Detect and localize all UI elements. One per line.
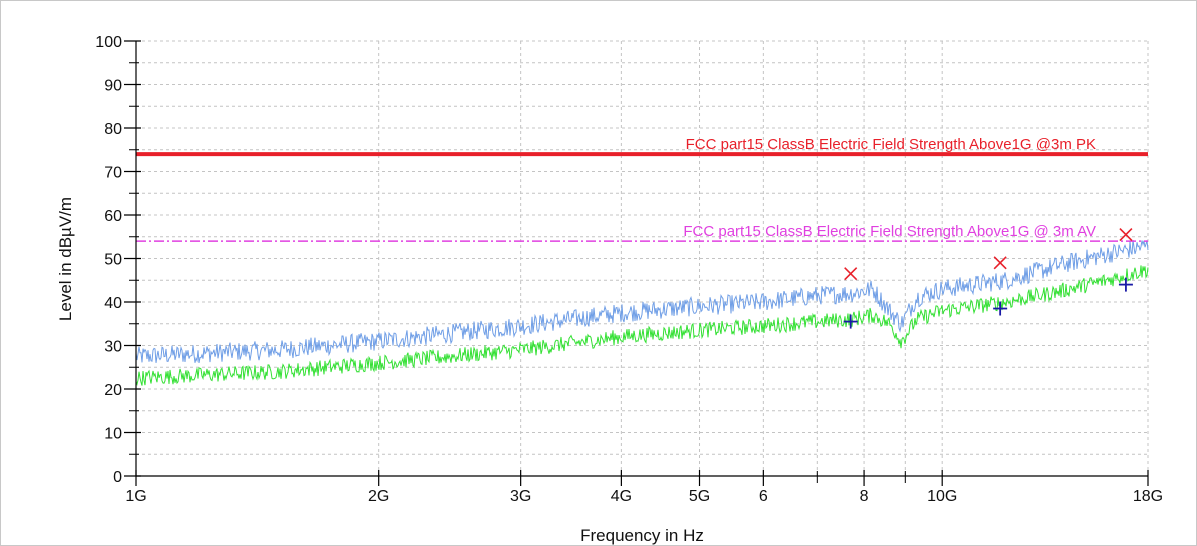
y-tick-label: 40 [104, 295, 122, 312]
y-tick-label: 70 [104, 165, 122, 182]
y-tick-label: 50 [104, 252, 122, 269]
limit-label-2: FCC part15 ClassB Electric Field Strengt… [683, 223, 1096, 240]
peak-marker-2 [993, 256, 1007, 270]
x-tick-label: 3G [510, 488, 531, 505]
grid [136, 40, 1149, 476]
y-tick-label: 90 [104, 78, 122, 95]
x-tick-label: 10G [927, 488, 957, 505]
peak-marker-1 [844, 267, 858, 281]
y-tick-label: 30 [104, 339, 122, 356]
series-1-trace [135, 240, 1149, 363]
y-tick-label: 20 [104, 382, 122, 399]
y-tick-label: 0 [113, 469, 122, 486]
axes: 0 10 20 30 40 50 60 70 80 90 100 1G 2G 3G 4G 5G 6 8 10G 18G [95, 34, 1163, 505]
series-layer [135, 240, 1149, 386]
avg-marker-5 [993, 301, 1008, 316]
x-tick-label: 6 [759, 488, 768, 505]
x-tick-label: 8 [860, 488, 869, 505]
y-tick-label: 10 [104, 426, 122, 443]
measurement-markers [843, 228, 1133, 329]
x-tick-label: 5G [689, 488, 710, 505]
avg-marker-4 [843, 314, 858, 329]
x-tick-label: 4G [611, 488, 632, 505]
series-2-trace [135, 265, 1149, 386]
x-tick-label: 1G [125, 488, 146, 505]
avg-marker-6 [1118, 277, 1133, 292]
limit-lines: FCC part15 ClassB Electric Field Strengt… [136, 136, 1148, 242]
y-tick-label: 60 [104, 208, 122, 225]
y-axis-title: Level in dBµV/m [56, 197, 75, 321]
x-axis-title: Frequency in Hz [580, 526, 704, 545]
y-tick-label: 80 [104, 121, 122, 138]
y-tick-label: 100 [95, 34, 122, 51]
x-tick-label: 2G [368, 488, 389, 505]
limit-label-1: FCC part15 ClassB Electric Field Strengt… [686, 136, 1096, 153]
peak-marker-3 [1119, 228, 1133, 242]
x-tick-label: 18G [1133, 488, 1163, 505]
